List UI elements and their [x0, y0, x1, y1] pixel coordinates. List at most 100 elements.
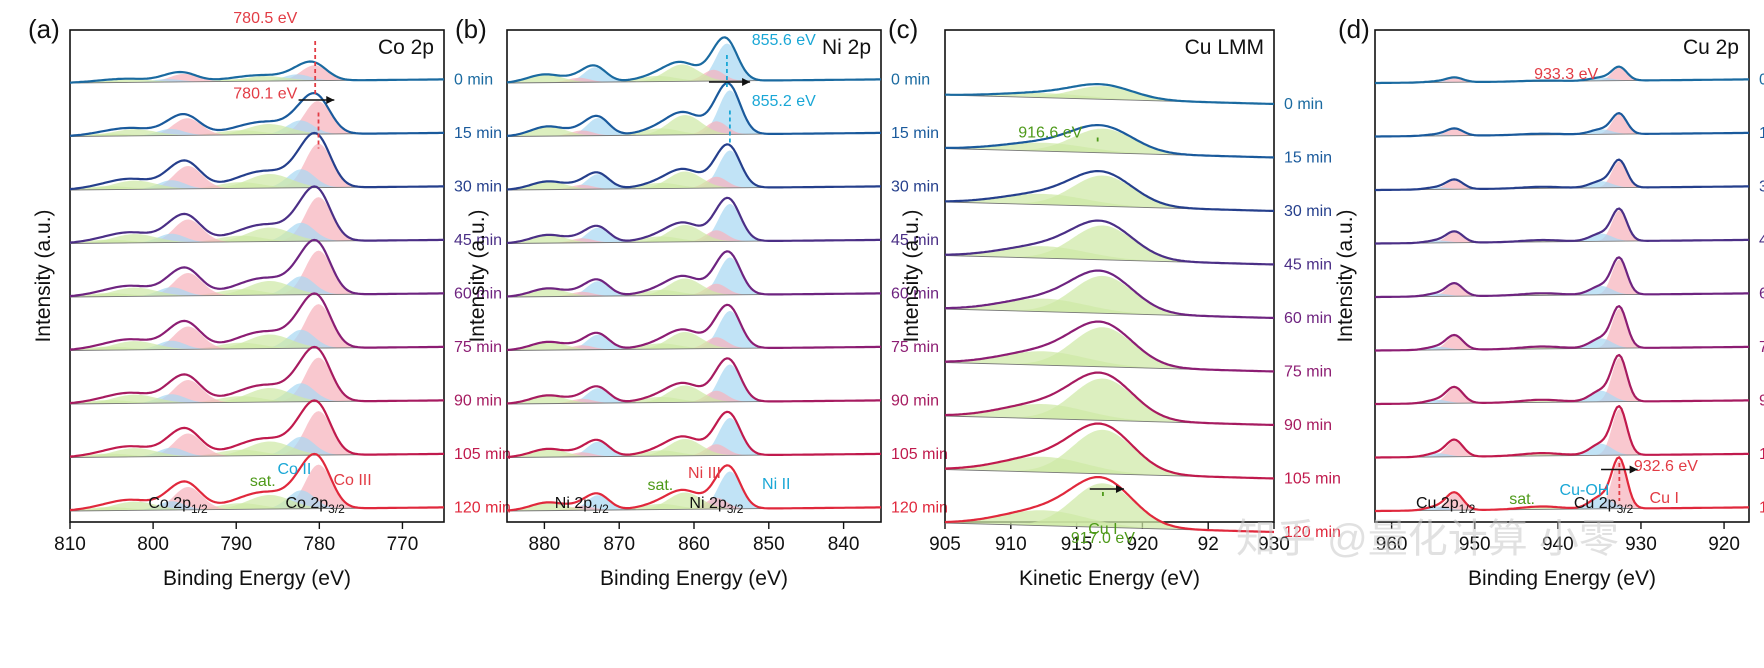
x-tick-label: 860	[678, 534, 710, 555]
orbital-label: Cu 2p3/2	[1574, 495, 1634, 516]
time-label: 90 min	[454, 392, 502, 409]
component-peak	[70, 394, 444, 404]
x-tick-label: 930	[1625, 534, 1657, 555]
y-axis-label: Intensity (a.u.)	[32, 209, 55, 342]
x-axis-label: Binding Energy (eV)	[1468, 567, 1656, 590]
time-label: 60 min	[454, 285, 502, 302]
spectrum-30-min: 30 min	[1374, 158, 1764, 195]
component-peak	[70, 174, 444, 190]
x-tick-label: 800	[137, 534, 169, 555]
x-tick-label: 770	[387, 534, 419, 555]
peak-annotation: 780.5 eV	[233, 10, 297, 27]
orbital-label: Co 2p3/2	[285, 495, 345, 516]
x-tick-label: 920	[1127, 534, 1159, 555]
spectrum-30-min: 30 min	[944, 170, 1332, 220]
envelope-line	[69, 399, 444, 458]
y-axis-label: Intensity (a.u.)	[900, 209, 923, 342]
spectrum-30-min: 30 min	[69, 131, 502, 195]
spectrum-75-min: 75 min	[1374, 305, 1764, 356]
component-peak	[507, 115, 881, 137]
panel-title: Co 2p	[378, 36, 434, 59]
peak-annotation: Co II	[278, 461, 312, 478]
x-tick-label: 910	[995, 534, 1027, 555]
panel-letter: (c)	[888, 14, 918, 44]
component-peak	[70, 441, 444, 458]
envelope-line	[69, 131, 444, 191]
envelope-line	[69, 452, 444, 512]
component-peak	[70, 342, 444, 351]
shift-arrow	[1601, 465, 1638, 474]
component-peak	[945, 327, 1274, 372]
x-tick-label: 915	[1061, 534, 1093, 555]
spectrum-105-min: 105 min	[506, 410, 948, 463]
x-tick-label: 780	[303, 534, 335, 555]
envelope-line	[1375, 207, 1749, 245]
envelope-line	[1375, 353, 1749, 406]
time-label: 45 min	[1284, 257, 1332, 274]
spectrum-90-min: 90 min	[944, 371, 1332, 434]
component-peak	[945, 175, 1274, 211]
spectrum-60-min: 60 min	[1374, 256, 1764, 302]
time-label: 45 min	[454, 232, 502, 249]
x-tick-label: 950	[1459, 534, 1491, 555]
orbital-label: Cu 2p1/2	[1416, 495, 1476, 516]
component-peak	[507, 225, 881, 244]
spectrum-45-min: 45 min	[69, 185, 502, 249]
peak-annotation: Ni III	[688, 465, 721, 482]
time-label: 30 min	[454, 178, 502, 195]
spectrum-120-min: 120 min	[944, 476, 1341, 541]
peak-annotation: 855.2 eV	[752, 93, 816, 110]
time-label: 105 min	[454, 446, 511, 463]
component-peak	[945, 351, 1274, 372]
x-tick-label: 920	[1708, 534, 1740, 555]
spectrum-15-min: 15 min	[506, 82, 939, 142]
spectrum-90-min: 90 min	[506, 357, 939, 409]
peak-annotation: sat.	[250, 473, 276, 490]
component-peak	[945, 378, 1274, 425]
y-axis-label: Intensity (a.u.)	[1334, 209, 1357, 342]
component-peak	[507, 171, 881, 190]
peak-annotation: 917.0 eV	[1071, 530, 1135, 547]
envelope-line	[1375, 65, 1749, 85]
spectrum-90-min: 90 min	[1374, 353, 1764, 409]
component-peak	[507, 492, 881, 511]
component-peak	[70, 130, 444, 137]
time-label: 60 min	[1284, 310, 1332, 327]
x-tick-label: 850	[753, 534, 785, 555]
spectrum-15-min: 15 min	[69, 92, 502, 142]
spectrum-15-min: 15 min	[1374, 112, 1764, 142]
panel-b: 880 870 860 850 840 Binding Energy (eV) Intens…	[455, 14, 948, 590]
spectrum-60-min: 60 min	[69, 238, 502, 302]
envelope-line	[506, 464, 881, 512]
time-label: 15 min	[891, 125, 939, 142]
panel-title: Cu LMM	[1185, 36, 1264, 59]
component-peak	[507, 118, 881, 137]
component-peak	[70, 129, 444, 137]
peak-annotation: Cu I	[1650, 490, 1679, 507]
component-peak	[70, 182, 444, 190]
panel-d: 960 950 940 930 920 Binding Energy (eV) Intens…	[1334, 14, 1764, 590]
plot-frame	[1374, 29, 1750, 523]
component-peak	[70, 334, 444, 351]
spectrum-75-min: 75 min	[69, 292, 502, 356]
peak-annotation: 933.3 eV	[1534, 66, 1598, 83]
spectrum-0-min: 0 min	[69, 60, 493, 88]
component-peak	[945, 193, 1274, 211]
spectrum-120-min: 120 min	[69, 452, 511, 516]
y-axis-label: Intensity (a.u.)	[466, 209, 489, 342]
spectrum-60-min: 60 min	[944, 269, 1332, 327]
x-tick-label: 960	[1376, 534, 1408, 555]
peak-annotation: Cu-OH	[1560, 482, 1610, 499]
spectrum-45-min: 45 min	[944, 219, 1332, 274]
time-label: 105 min	[891, 446, 948, 463]
component-peak	[507, 495, 881, 511]
time-label: 15 min	[1759, 125, 1764, 142]
x-tick-label: 810	[54, 534, 86, 555]
component-peak	[945, 298, 1274, 318]
panel-letter: (d)	[1338, 14, 1370, 44]
time-label: 30 min	[1284, 203, 1332, 220]
component-peak	[507, 64, 881, 83]
component-peak	[70, 235, 444, 244]
component-peak	[945, 510, 1274, 532]
